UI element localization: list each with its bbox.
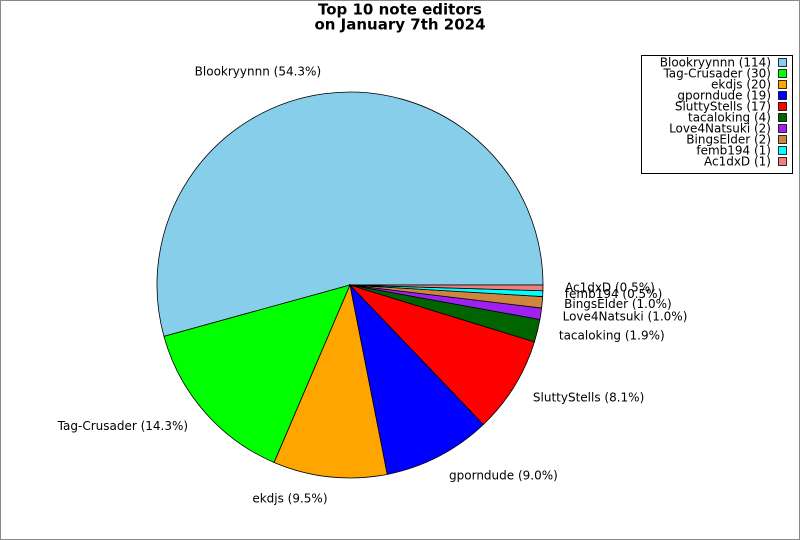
legend-swatch (778, 80, 787, 89)
legend-label: femb194 (1) (696, 144, 771, 158)
legend-label: tacaloking (4) (688, 111, 771, 125)
legend-swatch (778, 91, 787, 100)
legend-box (641, 55, 793, 174)
slice-label: Ac1dxD (0.5%) (565, 281, 655, 295)
legend-label: Ac1dxD (1) (704, 155, 771, 169)
legend-label: SluttyStells (17) (675, 100, 771, 114)
legend-swatch (778, 102, 787, 111)
legend-swatch (778, 146, 787, 155)
pie-slice (156, 91, 544, 337)
legend-label: Blookryynnn (114) (660, 56, 771, 70)
chart-title: Top 10 note editors (318, 1, 482, 19)
legend-label: Love4Natsuki (2) (669, 122, 771, 136)
slice-label: Love4Natsuki (1.0%) (563, 310, 688, 324)
legend-swatch (778, 58, 787, 67)
slice-label: SluttyStells (8.1%) (533, 391, 644, 405)
legend-swatch (778, 135, 787, 144)
pie-slice (273, 283, 388, 479)
pie-slice (163, 284, 351, 463)
legend-label: Tag-Crusader (30) (662, 67, 771, 81)
slice-label: tacaloking (1.9%) (559, 328, 665, 342)
slice-label: Blookryynnn (54.3%) (195, 64, 321, 78)
slice-label: ekdjs (9.5%) (252, 491, 327, 505)
slice-label: gporndude (9.0%) (449, 468, 558, 482)
legend-swatch (778, 124, 787, 133)
pie-slice (348, 284, 535, 426)
legend-label: gporndude (19) (677, 89, 771, 103)
legend-swatch (778, 157, 787, 166)
pie-slice (349, 283, 484, 475)
legend-label: ekdjs (20) (711, 78, 771, 92)
slice-label: BingsElder (1.0%) (564, 297, 672, 311)
legend-swatch (778, 69, 787, 78)
slice-label: Tag-Crusader (14.3%) (57, 419, 188, 433)
slice-label: femb194 (0.5%) (565, 287, 662, 301)
legend-label: BingsElder (2) (686, 133, 771, 147)
pie-slice (349, 284, 544, 292)
legend-swatch (778, 113, 787, 122)
chart-subtitle: on January 7th 2024 (314, 16, 485, 34)
